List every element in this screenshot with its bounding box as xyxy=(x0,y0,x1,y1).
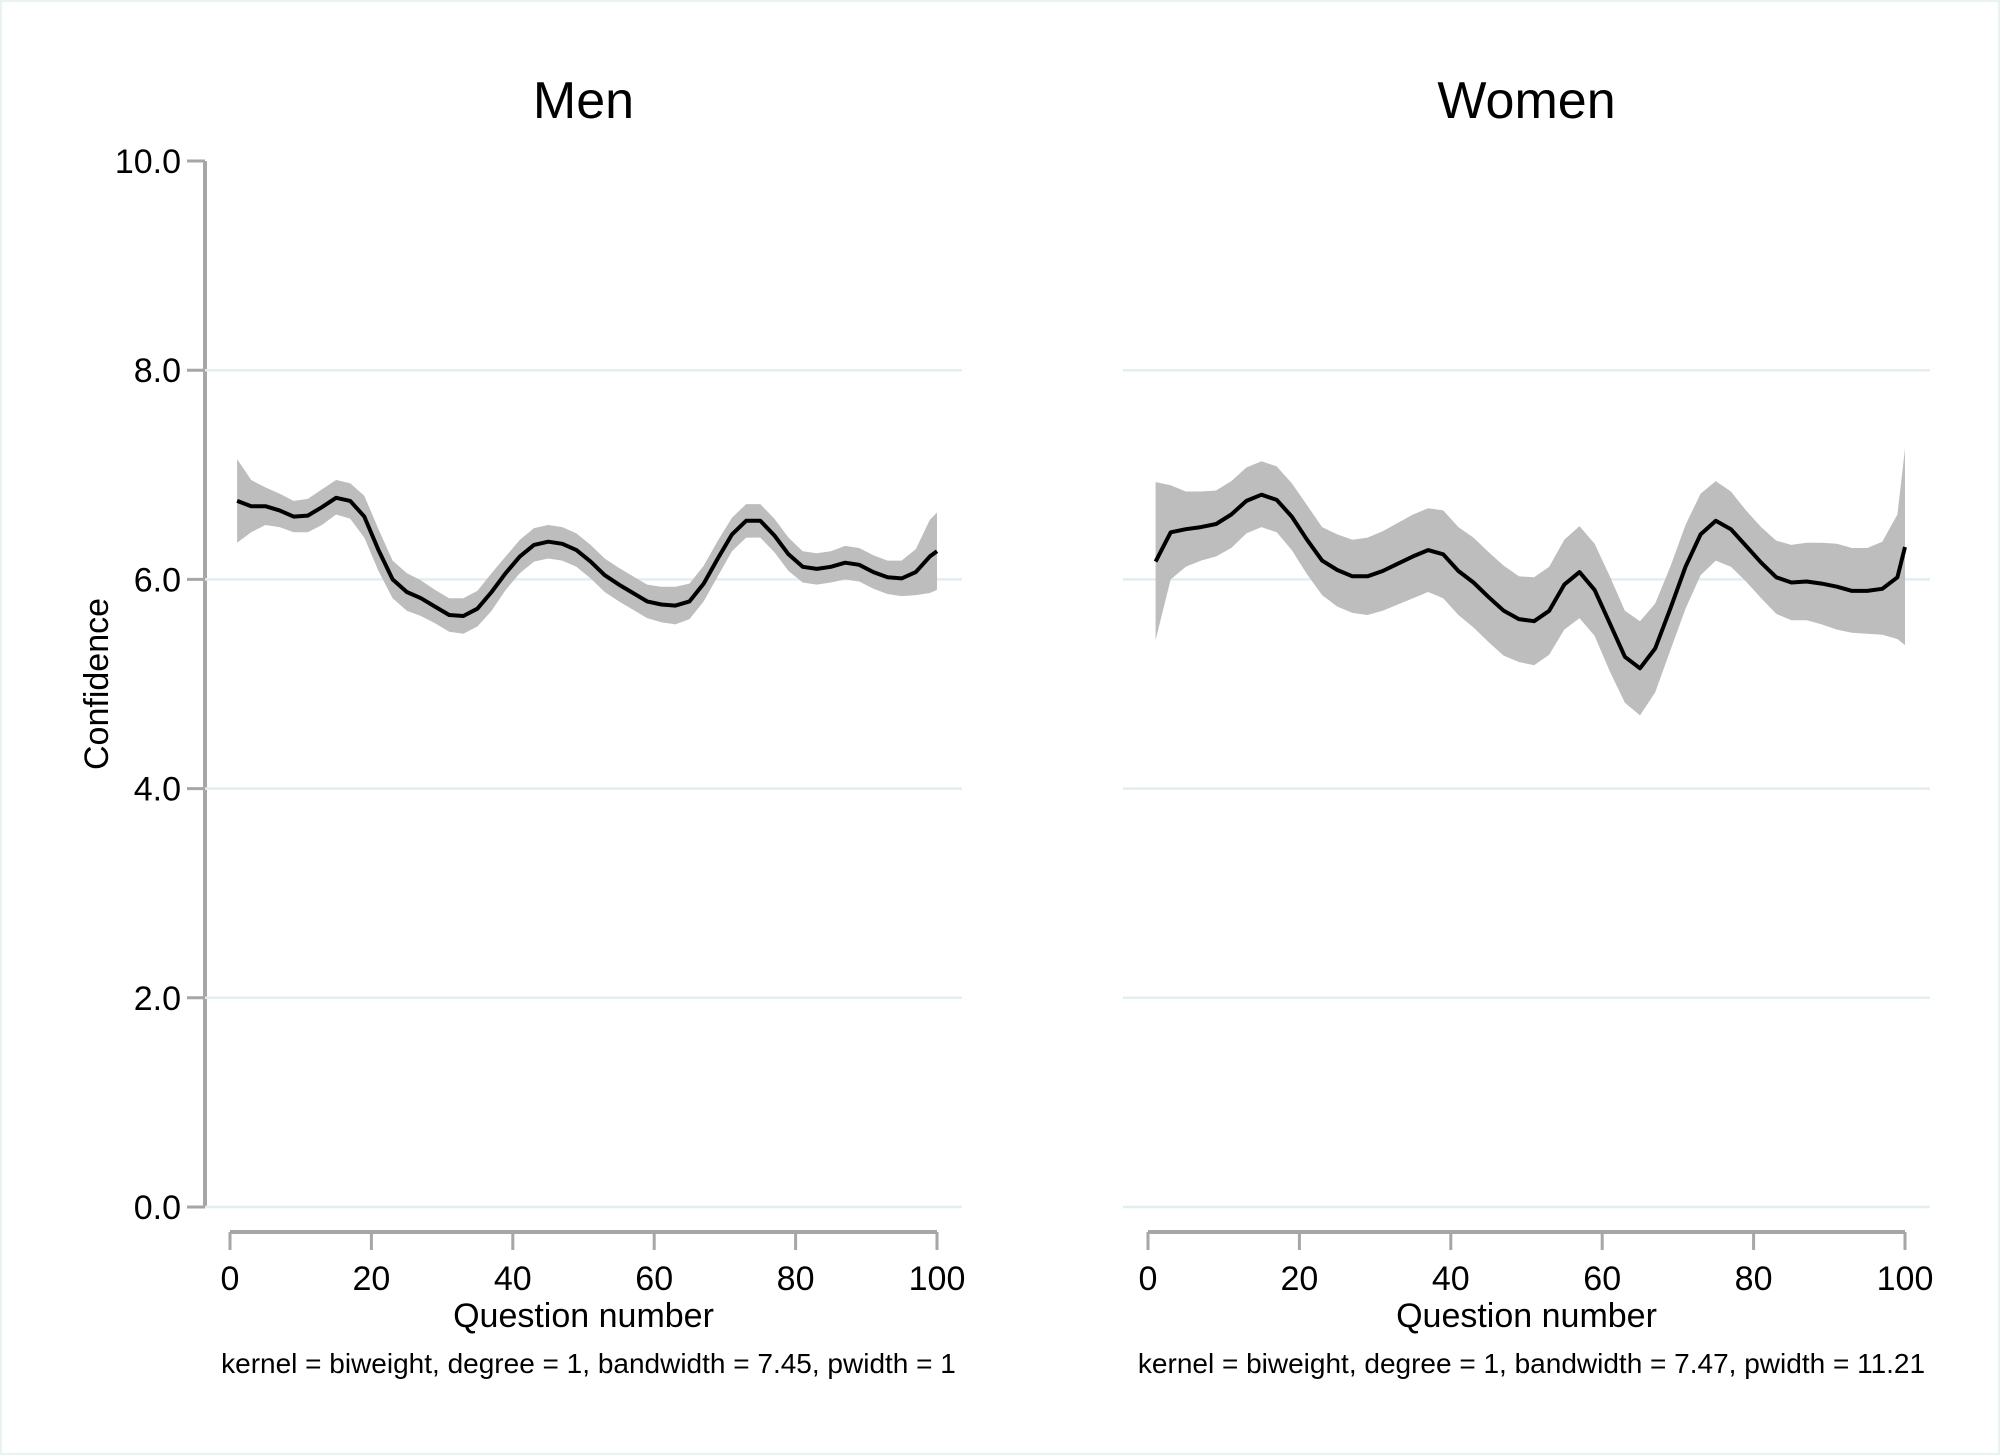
x-tick-label: 100 xyxy=(909,1260,966,1298)
panel-title: Men xyxy=(533,72,634,130)
x-axis-title: Question number xyxy=(1396,1297,1657,1335)
y-axis-title: Confidence xyxy=(78,598,116,770)
smoothing-note: kernel = biweight, degree = 1, bandwidth… xyxy=(1138,1348,1925,1379)
y-tick-label: 4.0 xyxy=(134,771,181,809)
x-tick-label: 40 xyxy=(494,1260,532,1298)
y-tick-label: 0.0 xyxy=(134,1189,181,1227)
x-tick-label: 80 xyxy=(1735,1260,1773,1298)
x-tick-label: 60 xyxy=(1583,1260,1621,1298)
panel-women: Women 0 20 40 60 80 100 Question number kernel =… xyxy=(1123,72,1933,1379)
series-line xyxy=(236,495,939,618)
x-tick-label: 20 xyxy=(352,1260,390,1298)
series-line xyxy=(1153,492,1907,671)
confidence-band xyxy=(1155,448,1905,716)
x-tick-label: 80 xyxy=(777,1260,815,1298)
x-tick-label: 0 xyxy=(221,1260,240,1298)
x-tick-label: 100 xyxy=(1877,1260,1934,1298)
y-tick-label: 6.0 xyxy=(134,561,181,599)
x-tick-label: 20 xyxy=(1280,1260,1318,1298)
confidence-band xyxy=(237,459,938,634)
x-tick-label: 0 xyxy=(1139,1260,1158,1298)
x-axis-title: Question number xyxy=(453,1297,714,1335)
panel-men: Men 0 20 40 60 80 100 Question number kernel = b… xyxy=(205,72,965,1379)
x-tick-label: 60 xyxy=(635,1260,673,1298)
x-tick-label: 40 xyxy=(1432,1260,1470,1298)
y-tick-label: 10.0 xyxy=(115,143,181,181)
y-tick-label: 8.0 xyxy=(134,352,181,390)
y-tick-label: 2.0 xyxy=(134,980,181,1018)
smoothing-note: kernel = biweight, degree = 1, bandwidth… xyxy=(221,1348,956,1379)
panel-title: Women xyxy=(1437,72,1615,130)
